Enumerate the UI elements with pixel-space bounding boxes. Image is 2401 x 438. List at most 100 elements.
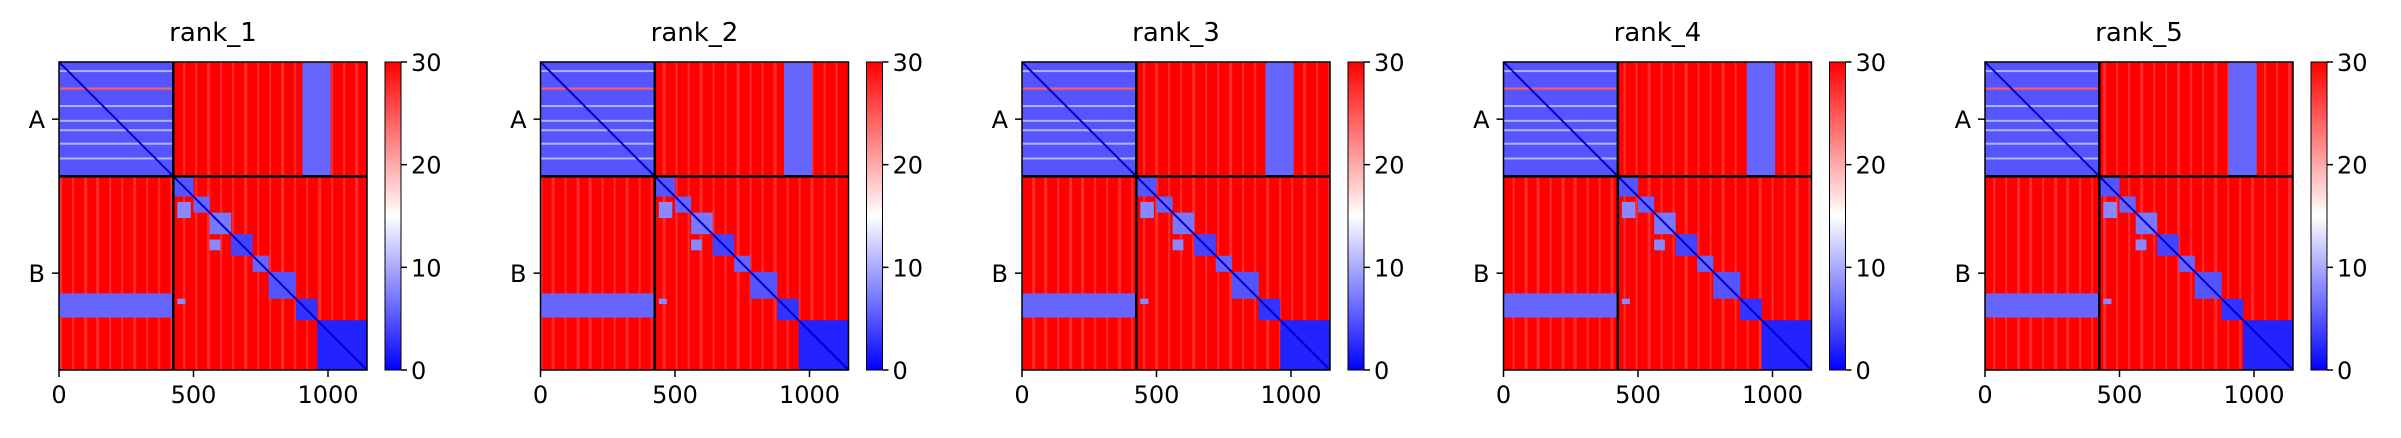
x-tick-label: 1000 — [1260, 381, 1321, 409]
block-interface — [783, 62, 813, 177]
heatmap-texture-stripe — [355, 62, 357, 370]
heatmap-texture-stripe — [1291, 62, 1293, 370]
heatmap-texture-stripe — [2251, 62, 2253, 370]
colorbar-tick-label: 0 — [1374, 357, 1389, 385]
heatmap-texture-stripe — [1648, 62, 1650, 370]
heatmap-texture-stripe — [96, 62, 98, 370]
panel-rank_4: rank_4 A B 0 500 1000 0 10 20 30 — [1473, 18, 1886, 409]
heatmap-texture-stripe — [713, 62, 715, 370]
heatmap-texture-stripe — [625, 62, 627, 370]
block-A-stripe — [59, 129, 174, 132]
heatmap-texture-stripe — [98, 62, 100, 370]
heatmap-texture-stripe — [614, 62, 616, 370]
heatmap-texture-stripe — [2018, 62, 2020, 370]
block-A-red-stripe — [59, 87, 174, 91]
block-A-stripe — [1503, 129, 1618, 132]
panel-title: rank_4 — [1614, 18, 1702, 48]
heatmap-texture-stripe — [159, 62, 161, 370]
heatmap-texture-stripe — [675, 62, 677, 370]
heatmap-texture-stripe — [2277, 62, 2279, 370]
heatmap-texture-stripe — [725, 62, 727, 370]
heatmap-texture-stripe — [1797, 62, 1799, 370]
heatmap-texture-stripe — [2276, 62, 2278, 370]
x-tick-label: 500 — [1134, 381, 1180, 409]
heatmap-texture-stripe — [195, 62, 197, 370]
heatmap-texture-stripe — [749, 62, 751, 370]
heatmap-texture-stripe — [133, 62, 135, 370]
heatmap-texture-stripe — [1723, 62, 1725, 370]
heatmap-texture-stripe — [2165, 62, 2167, 370]
block-A-stripe — [59, 142, 174, 145]
heatmap-texture-stripe — [2056, 62, 2058, 370]
heatmap-texture-stripe — [1058, 62, 1060, 370]
heatmap-texture-stripe — [2117, 62, 2119, 370]
block-B-contact — [658, 201, 673, 219]
heatmap-texture-stripe — [2216, 62, 2218, 370]
x-tick-label: 0 — [51, 381, 66, 409]
heatmap-texture-stripe — [2290, 62, 2292, 370]
panel-title: rank_3 — [1132, 18, 1220, 48]
heatmap-texture-stripe — [110, 62, 112, 370]
block-B-contact — [2135, 239, 2147, 251]
heatmap-texture-stripe — [1118, 62, 1120, 370]
heatmap-texture-stripe — [1033, 62, 1035, 370]
heatmap-texture-stripe — [1268, 62, 1270, 370]
heatmap-texture-stripe — [1132, 62, 1134, 370]
heatmap-texture-stripe — [1698, 62, 1700, 370]
heatmap-texture-stripe — [1280, 62, 1282, 370]
heatmap-texture-stripe — [1722, 62, 1724, 370]
heatmap-texture-stripe — [319, 62, 321, 370]
colorbar-tick-label: 10 — [1374, 254, 1405, 282]
diagonal — [539, 61, 850, 371]
block-A-stripe — [1503, 157, 1618, 160]
block-B-contact — [1621, 201, 1636, 219]
colorbar-tick-label: 30 — [1374, 49, 1405, 77]
heatmap-texture-stripe — [134, 62, 136, 370]
block-interface — [1746, 62, 1776, 177]
heatmap-texture-stripe — [170, 62, 172, 370]
heatmap-texture-stripe — [564, 62, 566, 370]
heatmap-texture-stripe — [1057, 62, 1059, 370]
heatmap-texture-stripe — [1550, 62, 1552, 370]
heatmap-texture-stripe — [1598, 62, 1600, 370]
heatmap-texture-stripe — [1205, 62, 1207, 370]
heatmap-texture-stripe — [2253, 62, 2255, 370]
heatmap-texture-stripe — [836, 62, 838, 370]
block-A-red-stripe — [1022, 87, 1137, 91]
block-A-stripe — [1022, 142, 1137, 145]
heatmap-texture-stripe — [2080, 62, 2082, 370]
colorbar-tick-label: 30 — [2337, 49, 2368, 77]
heatmap-texture-stripe — [1685, 62, 1687, 370]
heatmap-texture-stripe — [2091, 62, 2093, 370]
block-A-stripe — [59, 157, 174, 160]
block-A-red-stripe — [1503, 87, 1618, 91]
heatmap-texture-stripe — [2079, 62, 2081, 370]
heatmap-texture-stripe — [1267, 62, 1269, 370]
colorbar — [1347, 61, 1365, 371]
x-tick-label: 1000 — [779, 381, 840, 409]
heatmap-texture-stripe — [1194, 62, 1196, 370]
heatmap-texture-stripe — [590, 62, 592, 370]
block-interface — [302, 62, 331, 177]
block-A-stripe — [540, 119, 655, 122]
heatmap-texture-stripe — [1242, 62, 1244, 370]
heatmap-texture-stripe — [1795, 62, 1797, 370]
heatmap-texture-stripe — [1032, 62, 1034, 370]
x-tick-label: 0 — [533, 381, 548, 409]
block-B-contact — [2103, 298, 2112, 305]
heatmap-texture-stripe — [1686, 62, 1688, 370]
block-A-stripe — [1985, 70, 2100, 73]
heatmap-texture-stripe — [2252, 62, 2254, 370]
heatmap-texture-stripe — [2289, 62, 2291, 370]
block-B-contact — [691, 239, 702, 251]
panel-rank_3: rank_3 A B 0 500 1000 0 10 20 30 — [992, 18, 1405, 409]
heatmap-texture-stripe — [294, 62, 296, 370]
y-tick-label: A — [992, 106, 1009, 134]
heatmap-texture-stripe — [2128, 62, 2130, 370]
heatmap-texture-stripe — [257, 62, 259, 370]
heatmap-texture-stripe — [2288, 62, 2290, 370]
heatmap-texture-stripe — [588, 62, 590, 370]
block-A-stripe — [59, 105, 174, 108]
heatmap-texture-stripe — [109, 62, 111, 370]
heatmap-texture-stripe — [1808, 62, 1810, 370]
